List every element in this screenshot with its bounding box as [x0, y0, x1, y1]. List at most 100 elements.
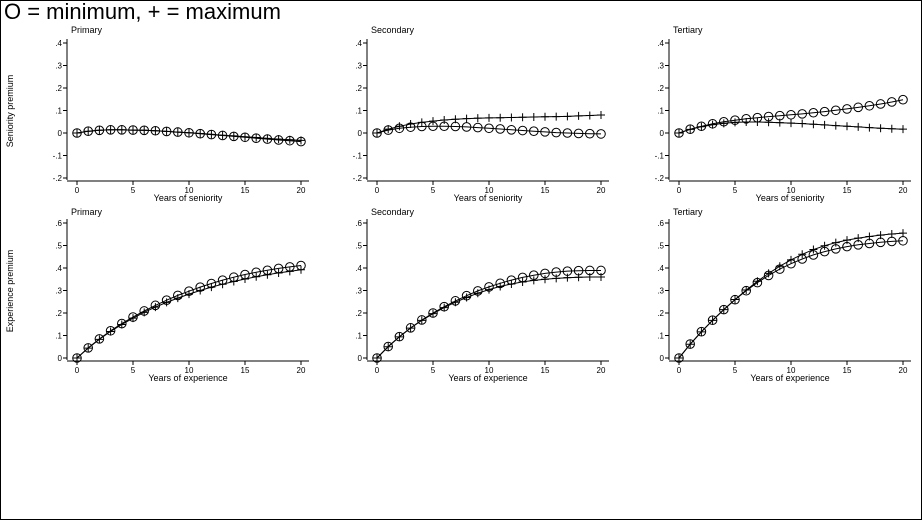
marker-max — [675, 129, 683, 137]
x-axis-label: Years of experience — [148, 373, 227, 383]
marker-max — [207, 283, 216, 292]
marker-max — [507, 113, 516, 122]
marker-min — [540, 127, 550, 137]
marker-max — [865, 232, 874, 241]
marker-min — [206, 129, 217, 140]
marker-max — [552, 112, 561, 121]
y-tick-label: .4 — [657, 39, 664, 48]
x-tick-label: 5 — [733, 186, 738, 195]
marker-max — [462, 293, 471, 302]
marker-max — [373, 354, 381, 362]
marker-max — [485, 285, 493, 294]
marker-max — [563, 273, 572, 282]
marker-max — [887, 230, 896, 239]
marker-max — [876, 231, 885, 240]
x-tick-label: 15 — [843, 186, 852, 195]
marker-max — [753, 117, 762, 126]
marker-max — [395, 332, 404, 341]
panel-6: Tertiary 0 .1 .2 .3 .4 .5 .6 0 5 10 15 20 Years of ex… — [657, 207, 911, 383]
marker-max — [686, 125, 695, 134]
marker-max — [162, 298, 171, 307]
marker-max — [241, 275, 249, 284]
marker-max — [585, 111, 594, 120]
marker-max — [518, 113, 527, 122]
panel-3: Tertiary -.2 -.1 0 .1 .2 .3 .4 0 5 10 15 20 Years of … — [655, 25, 911, 203]
y-tick-label: 0 — [58, 129, 63, 138]
y-tick-label: .2 — [55, 84, 62, 93]
marker-min — [573, 128, 584, 139]
marker-max — [429, 309, 437, 318]
marker-max — [697, 327, 706, 336]
y-tick-label: -.1 — [353, 152, 363, 161]
marker-max — [809, 245, 818, 254]
marker-max — [140, 126, 149, 135]
marker-max — [787, 119, 795, 128]
marker-min — [853, 102, 864, 113]
marker-min — [786, 109, 796, 120]
marker-max — [406, 120, 415, 128]
x-tick-label: 10 — [185, 366, 194, 375]
marker-max — [563, 112, 572, 121]
marker-max — [529, 113, 538, 122]
marker-min — [128, 125, 138, 135]
series-line-minimum — [376, 125, 602, 135]
marker-max — [162, 127, 171, 136]
marker-min — [405, 323, 416, 333]
x-tick-label: 5 — [431, 186, 436, 195]
marker-max — [384, 125, 393, 134]
panel-4: Primary 0 .1 .2 .3 .4 .5 .6 0 5 10 15 20 Years of exp… — [55, 207, 309, 383]
marker-max — [496, 282, 505, 291]
marker-max — [84, 127, 93, 136]
marker-max — [820, 120, 829, 129]
marker-max — [151, 303, 160, 312]
marker-max — [843, 236, 851, 245]
series-line-minimum — [678, 99, 904, 134]
y-tick-label: .5 — [657, 242, 664, 251]
marker-min — [674, 128, 684, 138]
marker-min — [819, 106, 830, 117]
marker-max — [708, 316, 717, 325]
marker-max — [406, 324, 415, 333]
marker-max — [876, 124, 885, 133]
marker-min — [842, 104, 852, 114]
marker-min — [506, 125, 517, 135]
x-tick-label: 0 — [375, 186, 380, 195]
marker-max — [140, 308, 149, 317]
marker-max — [507, 279, 516, 288]
y-tick-label: .2 — [355, 309, 362, 318]
marker-max — [775, 262, 784, 271]
y-tick-label: .2 — [657, 84, 664, 93]
x-tick-label: 20 — [297, 366, 306, 375]
series-line-maximum — [678, 232, 904, 359]
marker-max — [73, 129, 81, 137]
marker-max — [417, 316, 426, 325]
marker-max — [95, 126, 104, 135]
x-tick-label: 0 — [375, 366, 380, 375]
y-tick-label: .2 — [355, 84, 362, 93]
marker-max — [731, 118, 739, 127]
marker-max — [473, 289, 482, 298]
x-tick-label: 5 — [131, 366, 136, 375]
x-tick-label: 0 — [677, 366, 682, 375]
marker-min — [195, 128, 205, 139]
row-label-experience: Experience premium — [5, 250, 15, 333]
marker-min — [105, 125, 116, 135]
marker-max — [151, 126, 160, 135]
marker-max — [742, 117, 751, 126]
y-tick-label: .3 — [355, 287, 362, 296]
marker-min — [562, 128, 573, 138]
marker-min — [217, 130, 228, 141]
y-tick-label: .3 — [55, 62, 62, 71]
marker-min — [797, 109, 808, 119]
y-tick-label: -.1 — [53, 152, 63, 161]
y-tick-label: .2 — [55, 309, 62, 318]
panel-title: Tertiary — [673, 25, 703, 35]
marker-max — [731, 295, 739, 304]
marker-min — [150, 125, 161, 136]
marker-min — [173, 127, 183, 137]
marker-max — [129, 314, 137, 323]
series-line-minimum — [76, 265, 302, 359]
marker-max — [173, 294, 182, 303]
marker-min — [719, 304, 729, 315]
